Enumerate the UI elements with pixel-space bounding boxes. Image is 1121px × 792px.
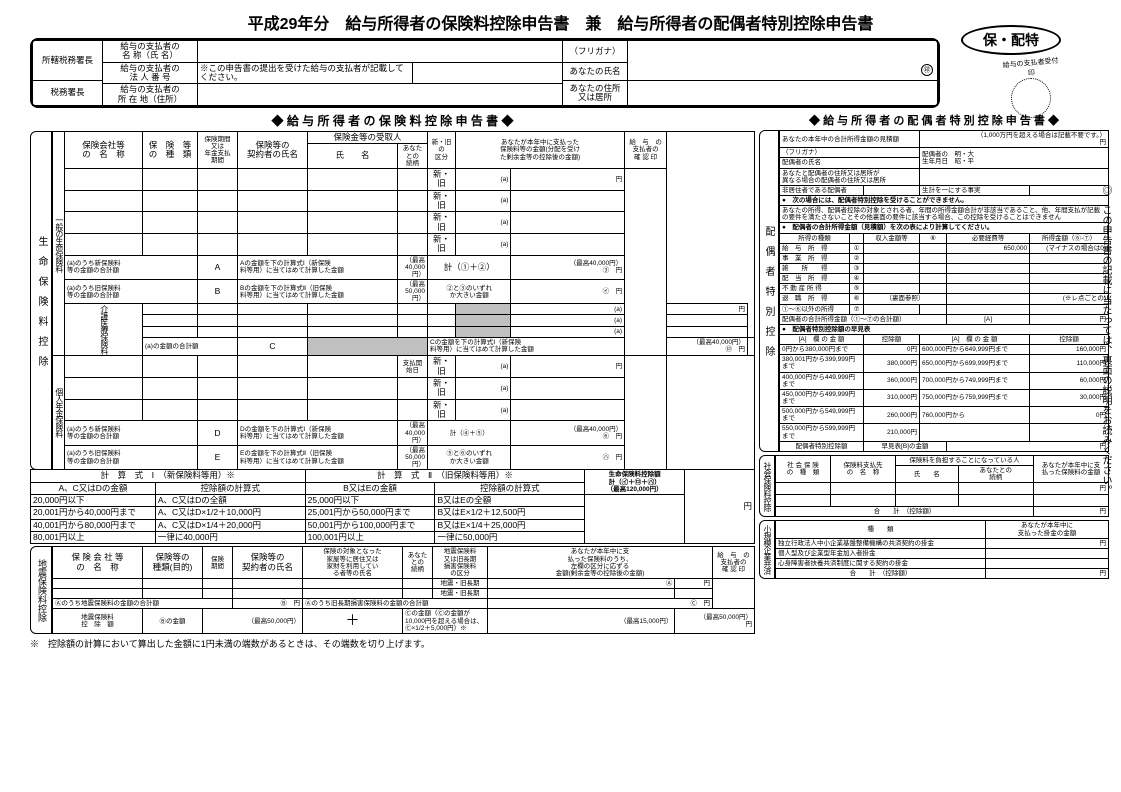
life-calc-a: Aの金額を下の計算式Ⅰ（新保険 料等用）に当てはめて計算した金額 [238, 255, 398, 279]
social-row[interactable] [776, 495, 1109, 507]
hdr-left2: 税務署長 [33, 81, 103, 106]
social-row[interactable]: 円 [776, 483, 1109, 495]
hdr-r2: あなたの氏名 [563, 62, 628, 80]
life-sub1: 一般の生命保険料 [53, 132, 65, 356]
total-val[interactable]: 円 [685, 470, 755, 544]
social-vlabel: 社会保険料控除 [759, 455, 775, 518]
th-stamp: 給 与 の 支払者の 確 認 印 [625, 132, 667, 169]
th-type: 保 険 等 の 種 類 [143, 132, 198, 169]
life-sum-a-new: (a)のうち新保険料 等の金額の合計額 [65, 255, 198, 279]
life-vlabel: 生 命 保 険 料 控 除 [30, 131, 52, 470]
hdr-c1a: 給与の支払者の 名 称（氏 名） [103, 41, 198, 63]
eq-row[interactable]: 地震・旧長期 [53, 589, 755, 599]
hdr-houjin[interactable] [413, 62, 563, 84]
life-sub2: 介護医療保険料 [65, 304, 143, 356]
sk-vlabel: 小規模企業共済 [759, 520, 775, 579]
hdr-r3: あなたの住所 又は居所 [563, 81, 628, 106]
th-newold: 新・旧 の 区分 [428, 132, 456, 169]
hdr-payer-addr[interactable] [198, 84, 563, 106]
footnote: ※ 控除額の計算において算出した金額に1円未満の端数があるときは、その端数を切り… [30, 637, 755, 650]
th-paid: あなたが本年中に支払った 保険料等の金額(分配を受け た剰余金等の控除後の金額) [456, 132, 625, 169]
sec1-title: ◆ 給 与 所 得 者 の 保 険 料 控 除 申 告 書 ◆ [30, 112, 755, 129]
total-lbl: 生命保険料控除額 計（㋑＋㋺＋㋩） （最高120,000円） [585, 470, 685, 495]
th-contractor: 保険等の 契約者の氏名 [238, 132, 308, 169]
th-benef-grp: 保険金等の受取人 [308, 132, 428, 144]
spouse-vlabel: 配 偶 者 特 別 控 除 [759, 130, 779, 452]
side-note: ◎ この申告書の記載に当たっては、裏面の説明をお読みください。 [1098, 185, 1113, 695]
receipt-stamp: 給与の支払者受付印 [1001, 58, 1061, 118]
eq-row[interactable]: 地震・旧長期Ⓐ円 [53, 578, 755, 588]
th-benef-name: 氏 名 [308, 144, 398, 168]
hdr-left1: 所轄税務署長 [33, 41, 103, 81]
hdr-your-addr[interactable] [628, 81, 938, 106]
calc1-title: 計 算 式 Ⅰ （新保険料等用）※ [31, 470, 306, 482]
hdr-c1c: 給与の支払者の 所 在 地（住所） [103, 84, 198, 106]
calc2-title: 計 算 式 Ⅱ （旧保険料等用）※ [305, 470, 585, 482]
life-sub3: 個人年金保険料 [53, 356, 65, 470]
eq-vlabel: 地震保険料控除 [30, 546, 52, 633]
th-rel: あなたとの 続柄 [398, 144, 428, 168]
life-row[interactable]: 新・旧(a)円 [53, 168, 755, 190]
hdr-your-name[interactable]: ㊞ [628, 41, 938, 81]
form-badge: 保・配特 [961, 25, 1061, 55]
th-period: 保険期間 又は 年金支払 期間 [198, 132, 238, 169]
life-kei-12: 計（①＋②） [428, 255, 511, 279]
th-company: 保険会社等 の 名 称 [65, 132, 143, 169]
page-title: 平成29年分 給与所得者の保険料控除申告書 兼 給与所得者の配偶者特別控除申告書 [30, 10, 1091, 34]
hdr-c1b: 給与の支払者の 法 人 番 号 [103, 62, 198, 84]
hdr-note: ※この申告書の提出を受けた給与の支払者が記載してください。 [198, 62, 413, 84]
hdr-r1: （フリガナ） [563, 41, 628, 63]
hdr-payer-name[interactable] [198, 41, 563, 63]
